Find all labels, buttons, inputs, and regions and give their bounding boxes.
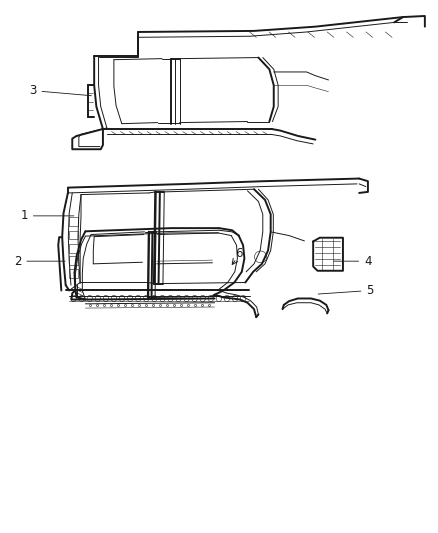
Text: 5: 5 <box>318 284 374 297</box>
Text: 3: 3 <box>29 84 92 97</box>
Text: 2: 2 <box>14 255 65 268</box>
Text: 1: 1 <box>20 209 74 222</box>
Text: 4: 4 <box>333 255 372 268</box>
Text: 6: 6 <box>232 247 243 262</box>
